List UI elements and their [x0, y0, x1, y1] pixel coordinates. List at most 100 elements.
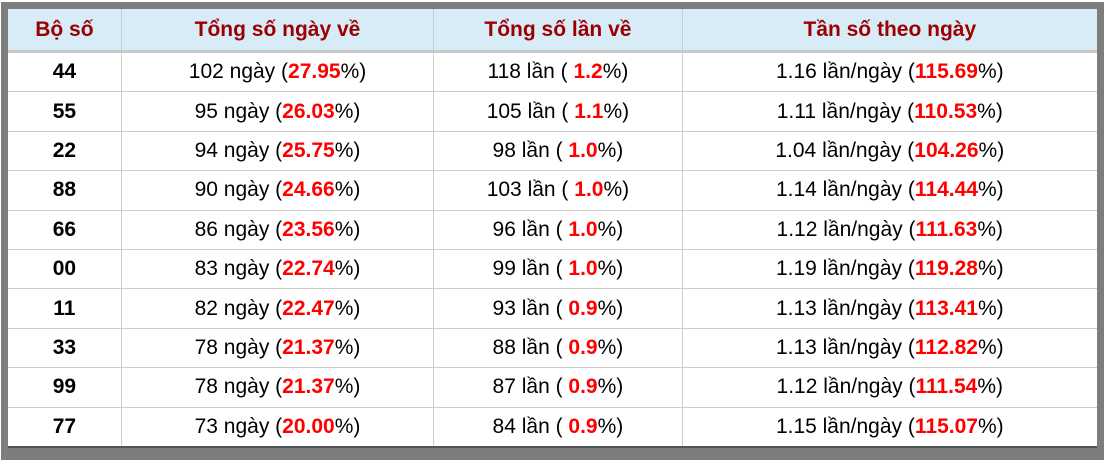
header-row: Bộ số Tổng số ngày về Tổng số lần về Tần…: [8, 9, 1097, 53]
times-percent: 1.0: [568, 257, 598, 281]
daily-frequency-cell: 1.15 lần/ngày (115.07%): [681, 406, 1097, 447]
pair-cell: 88: [8, 170, 122, 211]
freq-text: 1.19 lần/ngày (: [775, 257, 915, 281]
freq-text: 1.13 lần/ngày (: [775, 296, 915, 320]
days-text: 90 ngày (: [194, 178, 283, 202]
pair-cell: 22: [8, 130, 122, 171]
times-text: 103 lần (: [486, 178, 575, 202]
times-text: 98 lần (: [492, 138, 569, 162]
freq-text: 1.14 lần/ngày (: [775, 178, 915, 202]
table-row: 00 83 ngày (22.74%) 99 lần ( 1.0%) 1.19 …: [8, 248, 1097, 289]
table-header: Bộ số Tổng số ngày về Tổng số lần về Tần…: [8, 9, 1097, 53]
freq-text: 1.13 lần/ngày (: [775, 335, 915, 359]
days-text: 102 ngày (: [188, 60, 289, 84]
days-text: 78 ngày (: [194, 335, 283, 359]
days-percent: 21.37: [282, 375, 335, 399]
freq-percent: 119.28: [914, 257, 978, 281]
times-text: 96 lần (: [492, 217, 569, 241]
pair-statistics-table: Bộ số Tổng số ngày về Tổng số lần về Tần…: [8, 9, 1097, 448]
total-days-cell: 102 ngày (27.95%): [120, 50, 434, 92]
total-times-cell: 96 lần ( 1.0%): [433, 209, 683, 250]
freq-percent: 110.53: [914, 99, 978, 123]
days-percent: 21.37: [282, 335, 335, 359]
pair-cell: 66: [8, 209, 122, 250]
total-times-cell: 93 lần ( 0.9%): [433, 288, 683, 329]
total-days-cell: 94 ngày (25.75%): [120, 130, 434, 171]
table-row: 22 94 ngày (25.75%) 98 lần ( 1.0%) 1.04 …: [8, 130, 1097, 171]
freq-text: 1.16 lần/ngày (: [775, 60, 915, 84]
freq-percent: 111.54: [915, 375, 978, 399]
days-text: 86 ngày (: [194, 217, 283, 241]
table-body: 44 102 ngày (27.95%) 118 lần ( 1.2%) 1.1…: [8, 50, 1097, 447]
days-text-close: %): [334, 335, 361, 359]
table-row: 33 78 ngày (21.37%) 88 lần ( 0.9%) 1.13 …: [8, 327, 1097, 368]
times-percent: 1.0: [574, 178, 604, 202]
freq-text: 1.11 lần/ngày (: [776, 99, 915, 123]
daily-frequency-cell: 1.04 lần/ngày (104.26%): [681, 130, 1097, 171]
times-text: 87 lần (: [492, 375, 569, 399]
days-text: 73 ngày (: [194, 414, 283, 438]
days-text: 83 ngày (: [194, 257, 283, 281]
times-text-close: %): [603, 178, 630, 202]
days-text-close: %): [334, 414, 361, 438]
freq-text-close: %): [977, 99, 1003, 123]
pair-cell: 33: [8, 327, 122, 368]
days-text: 95 ngày (: [194, 99, 283, 123]
days-text-close: %): [334, 99, 361, 123]
days-percent: 22.47: [282, 296, 335, 320]
days-percent: 23.56: [282, 217, 335, 241]
pair-cell: 55: [8, 91, 122, 132]
table-row: 66 86 ngày (23.56%) 96 lần ( 1.0%) 1.12 …: [8, 209, 1097, 250]
times-percent: 1.1: [574, 99, 604, 123]
table-row: 55 95 ngày (26.03%) 105 lần ( 1.1%) 1.11…: [8, 91, 1097, 132]
daily-frequency-cell: 1.19 lần/ngày (119.28%): [681, 248, 1097, 289]
freq-percent: 115.07: [914, 414, 978, 438]
days-percent: 27.95: [288, 60, 341, 84]
daily-frequency-cell: 1.13 lần/ngày (113.41%): [681, 288, 1097, 329]
table-row: 44 102 ngày (27.95%) 118 lần ( 1.2%) 1.1…: [8, 50, 1097, 92]
freq-text-close: %): [977, 217, 1004, 241]
freq-text-close: %): [977, 414, 1004, 438]
header-pair: Bộ số: [8, 9, 122, 53]
days-text-close: %): [334, 138, 361, 162]
times-text-close: %): [597, 375, 624, 399]
freq-text: 1.15 lần/ngày (: [775, 414, 915, 438]
freq-text-close: %): [977, 375, 1004, 399]
times-text: 105 lần (: [486, 99, 575, 123]
freq-text: 1.12 lần/ngày (: [776, 375, 916, 399]
times-text-close: %): [597, 414, 624, 438]
header-total-days: Tổng số ngày về: [120, 9, 434, 53]
freq-text-close: %): [977, 178, 1004, 202]
pair-cell: 00: [8, 248, 122, 289]
times-percent: 0.9: [568, 335, 598, 359]
times-percent: 0.9: [568, 414, 598, 438]
times-text: 93 lần (: [492, 296, 569, 320]
freq-text-close: %): [977, 60, 1004, 84]
days-text-close: %): [340, 60, 367, 84]
freq-percent: 111.63: [915, 217, 978, 241]
days-percent: 24.66: [282, 178, 335, 202]
times-text-close: %): [603, 99, 630, 123]
days-text: 94 ngày (: [194, 138, 283, 162]
days-text-close: %): [334, 296, 361, 320]
daily-frequency-cell: 1.12 lần/ngày (111.63%): [681, 209, 1097, 250]
freq-percent: 115.69: [914, 60, 978, 84]
total-days-cell: 95 ngày (26.03%): [120, 91, 434, 132]
total-times-cell: 103 lần ( 1.0%): [433, 170, 683, 211]
times-text-close: %): [597, 138, 624, 162]
daily-frequency-cell: 1.11 lần/ngày (110.53%): [681, 91, 1097, 132]
total-times-cell: 105 lần ( 1.1%): [433, 91, 683, 132]
days-percent: 26.03: [282, 99, 335, 123]
days-text-close: %): [334, 257, 361, 281]
freq-text-close: %): [977, 296, 1004, 320]
days-text: 82 ngày (: [194, 296, 283, 320]
daily-frequency-cell: 1.12 lần/ngày (111.54%): [681, 367, 1097, 408]
table-row: 77 73 ngày (20.00%) 84 lần ( 0.9%) 1.15 …: [8, 406, 1097, 447]
total-times-cell: 87 lần ( 0.9%): [433, 367, 683, 408]
times-percent: 0.9: [568, 375, 598, 399]
total-times-cell: 84 lần ( 0.9%): [433, 406, 683, 447]
times-text-close: %): [602, 60, 629, 84]
times-percent: 1.2: [573, 60, 603, 84]
freq-text-close: %): [978, 138, 1005, 162]
